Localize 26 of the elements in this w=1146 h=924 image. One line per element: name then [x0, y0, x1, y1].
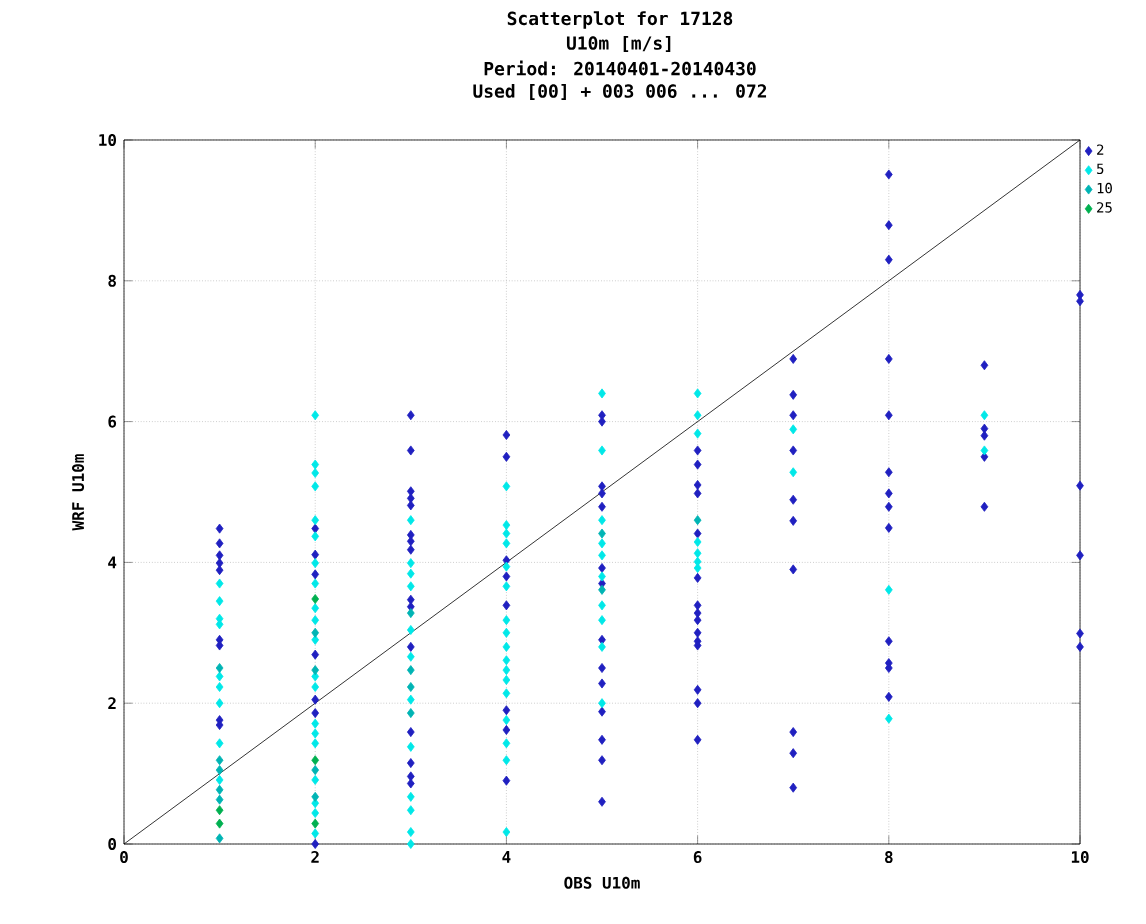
point [693, 515, 702, 526]
point [215, 765, 224, 776]
text: Used [00] + 003 006 ... 072 [473, 84, 767, 100]
point [311, 627, 320, 638]
point [406, 708, 415, 719]
point [215, 833, 224, 844]
point [215, 755, 224, 766]
chart-title: Scatterplot for 17128 [507, 11, 733, 29]
point [215, 663, 224, 673]
point [311, 765, 320, 776]
point [598, 528, 606, 539]
point [215, 818, 224, 829]
point [215, 794, 224, 805]
chart-subtitle: U10m [m/s] [566, 35, 671, 52]
point [311, 665, 320, 676]
point [406, 682, 415, 692]
point [406, 608, 415, 619]
point [406, 665, 415, 676]
point [215, 805, 224, 816]
point [215, 784, 224, 795]
point [598, 584, 606, 595]
point [311, 791, 320, 802]
text: Period: 20140401-20140430 [484, 60, 756, 76]
point [311, 594, 320, 604]
point [311, 755, 320, 766]
point [311, 818, 320, 829]
